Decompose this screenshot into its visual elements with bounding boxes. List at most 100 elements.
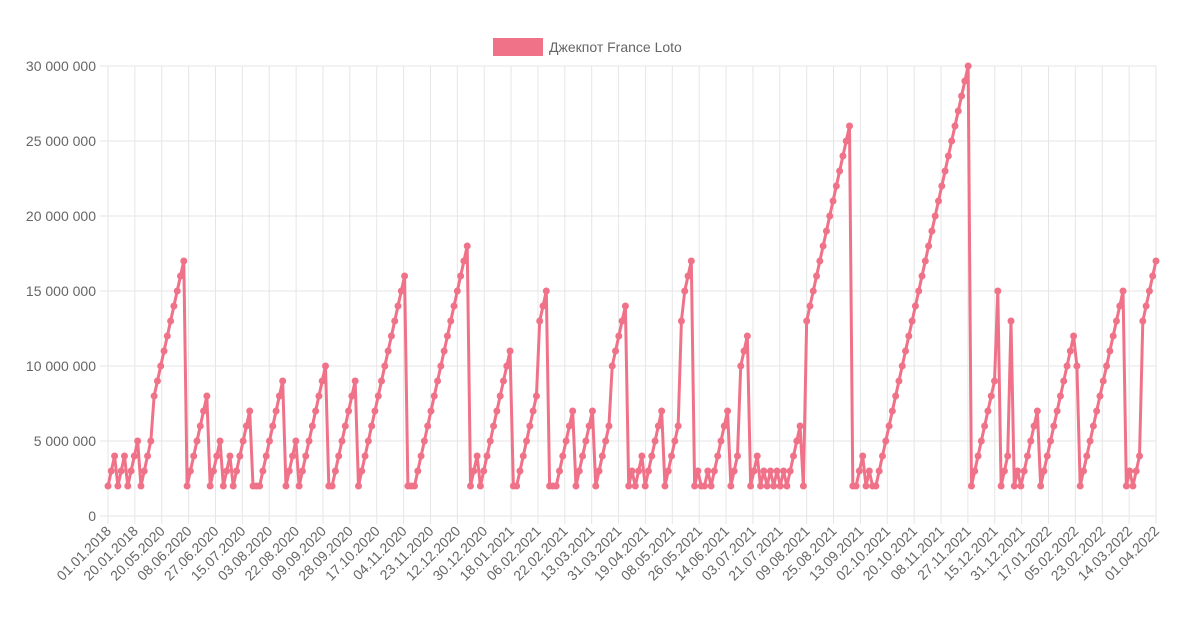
data-point[interactable] xyxy=(463,242,471,250)
data-point[interactable] xyxy=(1126,467,1134,475)
data-point[interactable] xyxy=(1030,422,1038,430)
data-point[interactable] xyxy=(826,212,834,220)
data-point[interactable] xyxy=(1070,332,1078,340)
data-point[interactable] xyxy=(305,437,313,445)
data-point[interactable] xyxy=(658,407,666,415)
data-point[interactable] xyxy=(842,137,850,145)
data-point[interactable] xyxy=(1066,347,1074,355)
data-point[interactable] xyxy=(885,422,893,430)
data-point[interactable] xyxy=(457,272,465,280)
data-point[interactable] xyxy=(1129,482,1137,490)
data-point[interactable] xyxy=(226,452,234,460)
data-point[interactable] xyxy=(1142,302,1150,310)
data-point[interactable] xyxy=(526,422,534,430)
data-point[interactable] xyxy=(219,482,227,490)
data-point[interactable] xyxy=(888,407,896,415)
data-point[interactable] xyxy=(401,272,409,280)
data-point[interactable] xyxy=(954,107,962,115)
data-point[interactable] xyxy=(453,287,461,295)
data-point[interactable] xyxy=(1086,437,1094,445)
data-point[interactable] xyxy=(928,227,936,235)
data-point[interactable] xyxy=(822,227,830,235)
data-point[interactable] xyxy=(710,467,718,475)
data-point[interactable] xyxy=(229,482,237,490)
data-point[interactable] xyxy=(648,452,656,460)
data-point[interactable] xyxy=(1023,452,1031,460)
data-point[interactable] xyxy=(265,437,273,445)
data-point[interactable] xyxy=(144,452,152,460)
data-point[interactable] xyxy=(902,347,910,355)
data-point[interactable] xyxy=(318,377,326,385)
data-point[interactable] xyxy=(967,482,975,490)
data-point[interactable] xyxy=(1119,287,1127,295)
data-point[interactable] xyxy=(1047,437,1055,445)
data-point[interactable] xyxy=(664,467,672,475)
data-point[interactable] xyxy=(513,482,521,490)
data-point[interactable] xyxy=(1096,392,1104,400)
data-point[interactable] xyxy=(1122,482,1130,490)
data-point[interactable] xyxy=(766,467,774,475)
data-point[interactable] xyxy=(1037,482,1045,490)
data-point[interactable] xyxy=(737,362,745,370)
data-point[interactable] xyxy=(1063,362,1071,370)
data-point[interactable] xyxy=(585,422,593,430)
data-point[interactable] xyxy=(134,437,142,445)
data-point[interactable] xyxy=(631,482,639,490)
data-point[interactable] xyxy=(183,482,191,490)
data-point[interactable] xyxy=(262,452,270,460)
data-point[interactable] xyxy=(516,467,524,475)
data-point[interactable] xyxy=(704,467,712,475)
data-point[interactable] xyxy=(292,437,300,445)
data-point[interactable] xyxy=(114,482,122,490)
data-point[interactable] xyxy=(588,407,596,415)
data-point[interactable] xyxy=(394,302,402,310)
data-point[interactable] xyxy=(562,437,570,445)
data-point[interactable] xyxy=(427,407,435,415)
data-point[interactable] xyxy=(1027,437,1035,445)
data-point[interactable] xyxy=(625,482,633,490)
data-point[interactable] xyxy=(971,467,979,475)
data-point[interactable] xyxy=(1040,467,1048,475)
data-point[interactable] xyxy=(1136,452,1144,460)
data-point[interactable] xyxy=(730,467,738,475)
data-point[interactable] xyxy=(684,272,692,280)
data-point[interactable] xyxy=(493,407,501,415)
data-point[interactable] xyxy=(691,482,699,490)
data-point[interactable] xyxy=(1073,362,1081,370)
data-point[interactable] xyxy=(846,122,854,130)
data-point[interactable] xyxy=(1106,347,1114,355)
data-point[interactable] xyxy=(1043,452,1051,460)
data-point[interactable] xyxy=(638,452,646,460)
data-point[interactable] xyxy=(206,482,214,490)
data-point[interactable] xyxy=(1080,467,1087,475)
data-point[interactable] xyxy=(852,482,860,490)
data-point[interactable] xyxy=(532,392,540,400)
data-point[interactable] xyxy=(816,257,824,265)
data-point[interactable] xyxy=(239,437,247,445)
data-point[interactable] xyxy=(878,452,886,460)
data-point[interactable] xyxy=(789,452,797,460)
data-point[interactable] xyxy=(925,242,933,250)
data-point[interactable] xyxy=(605,422,613,430)
data-point[interactable] xyxy=(150,392,158,400)
data-point[interactable] xyxy=(592,482,600,490)
data-point[interactable] xyxy=(911,302,919,310)
data-point[interactable] xyxy=(1093,407,1101,415)
data-point[interactable] xyxy=(1033,407,1041,415)
data-point[interactable] xyxy=(572,482,580,490)
data-point[interactable] xyxy=(1099,377,1107,385)
data-point[interactable] xyxy=(687,257,695,265)
data-point[interactable] xyxy=(898,362,906,370)
data-point[interactable] xyxy=(490,422,498,430)
data-point[interactable] xyxy=(397,287,405,295)
data-point[interactable] xyxy=(354,482,362,490)
data-point[interactable] xyxy=(1089,422,1097,430)
data-point[interactable] xyxy=(915,287,923,295)
data-point[interactable] xyxy=(938,182,946,190)
data-point[interactable] xyxy=(1076,482,1084,490)
data-point[interactable] xyxy=(272,407,280,415)
data-point[interactable] xyxy=(1056,392,1064,400)
data-point[interactable] xyxy=(829,197,837,205)
data-point[interactable] xyxy=(124,482,132,490)
data-point[interactable] xyxy=(951,122,959,130)
